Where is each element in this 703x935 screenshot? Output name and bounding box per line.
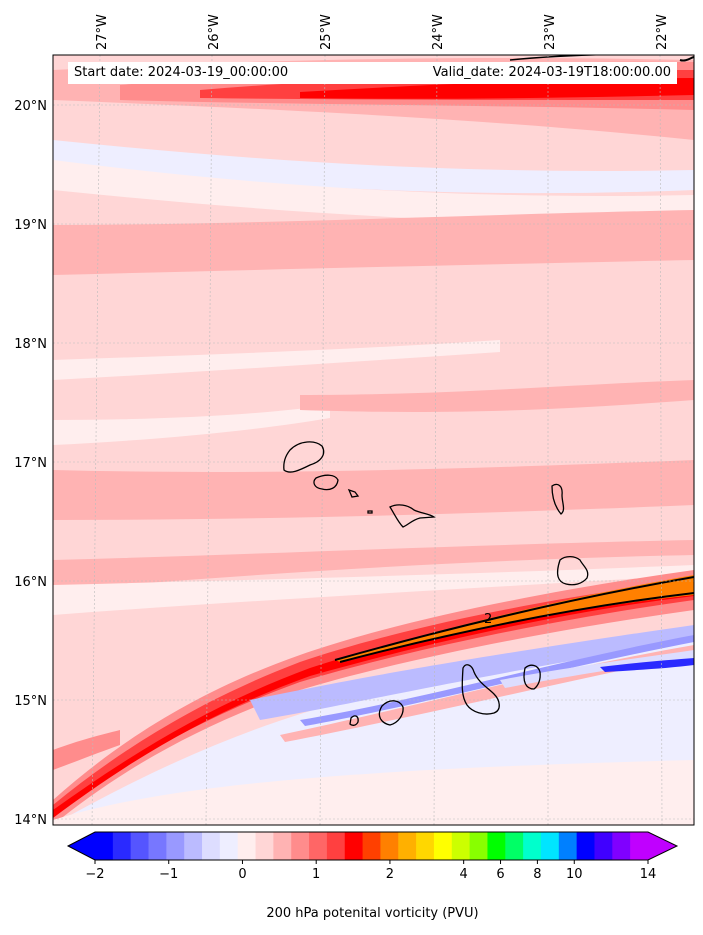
colorbar-tick-label: 0	[238, 867, 246, 882]
colorbar-swatch	[273, 832, 292, 860]
colorbar-swatch	[148, 832, 167, 860]
longitude-labels: 27°W 26°W 25°W 24°W 23°W 22°W	[95, 14, 670, 50]
valid-date-label: Valid_date: 2024-03-19T18:00:00.00	[432, 65, 671, 80]
contour-label: 2	[484, 612, 492, 627]
lat-label: 16°N	[14, 575, 47, 590]
colorbar-swatch	[309, 832, 328, 860]
lon-label: 23°W	[543, 14, 558, 50]
lat-label: 17°N	[14, 456, 47, 471]
colorbar-swatch	[487, 832, 506, 860]
colorbar-swatch	[326, 832, 346, 860]
colorbar-tick-label: 10	[566, 867, 583, 882]
colorbar-swatch	[540, 832, 560, 860]
colorbar-tick-label: 14	[640, 867, 657, 882]
lon-label: 26°W	[207, 14, 222, 50]
colorbar-swatch	[219, 832, 239, 860]
colorbar-extend-max	[648, 832, 677, 860]
lat-label: 19°N	[14, 218, 47, 233]
lon-label: 25°W	[319, 14, 334, 50]
lon-label: 22°W	[655, 14, 670, 50]
colorbar-swatch	[166, 832, 185, 860]
lon-label: 27°W	[95, 14, 110, 50]
colorbar-tick-label: −2	[85, 867, 104, 882]
colorbar-tick-label: 2	[386, 867, 394, 882]
lat-label: 14°N	[14, 813, 47, 828]
lon-label: 24°W	[431, 14, 446, 50]
title-banner	[68, 62, 677, 84]
lat-label: 20°N	[14, 99, 47, 114]
graticule	[53, 54, 694, 826]
colorbar-extend-min	[68, 832, 95, 860]
colorbar-title: 200 hPa potenital vorticity (PVU)	[266, 906, 479, 921]
colorbar-swatch	[291, 832, 310, 860]
colorbar-swatch	[112, 832, 132, 860]
colorbar-tick-label: 4	[460, 867, 468, 882]
colorbar-swatch	[95, 832, 114, 860]
colorbar-swatch	[344, 832, 364, 860]
colorbar-swatch	[523, 832, 542, 860]
colorbar-swatch	[433, 832, 453, 860]
coastlines	[283, 441, 589, 726]
colorbar-swatch	[362, 832, 381, 860]
colorbar-swatch	[576, 832, 595, 860]
colorbar-swatch	[451, 832, 471, 860]
colorbar-tick-label: 8	[533, 867, 541, 882]
colorbar-swatch	[202, 832, 221, 860]
start-date-label: Start date: 2024-03-19_00:00:00	[74, 65, 289, 80]
colorbar-swatch	[469, 832, 488, 860]
colorbar-swatch	[505, 832, 524, 860]
lat-label: 18°N	[14, 337, 47, 352]
colorbar-swatch	[130, 832, 150, 860]
colorbar-tick-label: 1	[312, 867, 320, 882]
colorbar-swatch	[558, 832, 578, 860]
latitude-labels: 20°N 19°N 18°N 17°N 16°N 15°N 14°N	[14, 99, 47, 828]
colorbar-ticks: −2 −1 0 1 2 4 6 8 10 14	[85, 860, 656, 882]
colorbar	[66, 831, 679, 861]
colorbar-swatch	[630, 832, 649, 860]
pv-field	[53, 55, 694, 825]
colorbar-swatch	[237, 832, 257, 860]
colorbar-swatch	[416, 832, 435, 860]
colorbar-swatch	[594, 832, 613, 860]
colorbar-tick-label: −1	[159, 867, 178, 882]
lat-label: 15°N	[14, 694, 47, 709]
colorbar-swatch	[255, 832, 274, 860]
colorbar-swatch	[612, 832, 631, 860]
plot-frame	[52, 54, 695, 826]
colorbar-swatch	[398, 832, 417, 860]
colorbar-tick-label: 6	[496, 867, 504, 882]
colorbar-swatch	[184, 832, 203, 860]
colorbar-swatch	[380, 832, 399, 860]
